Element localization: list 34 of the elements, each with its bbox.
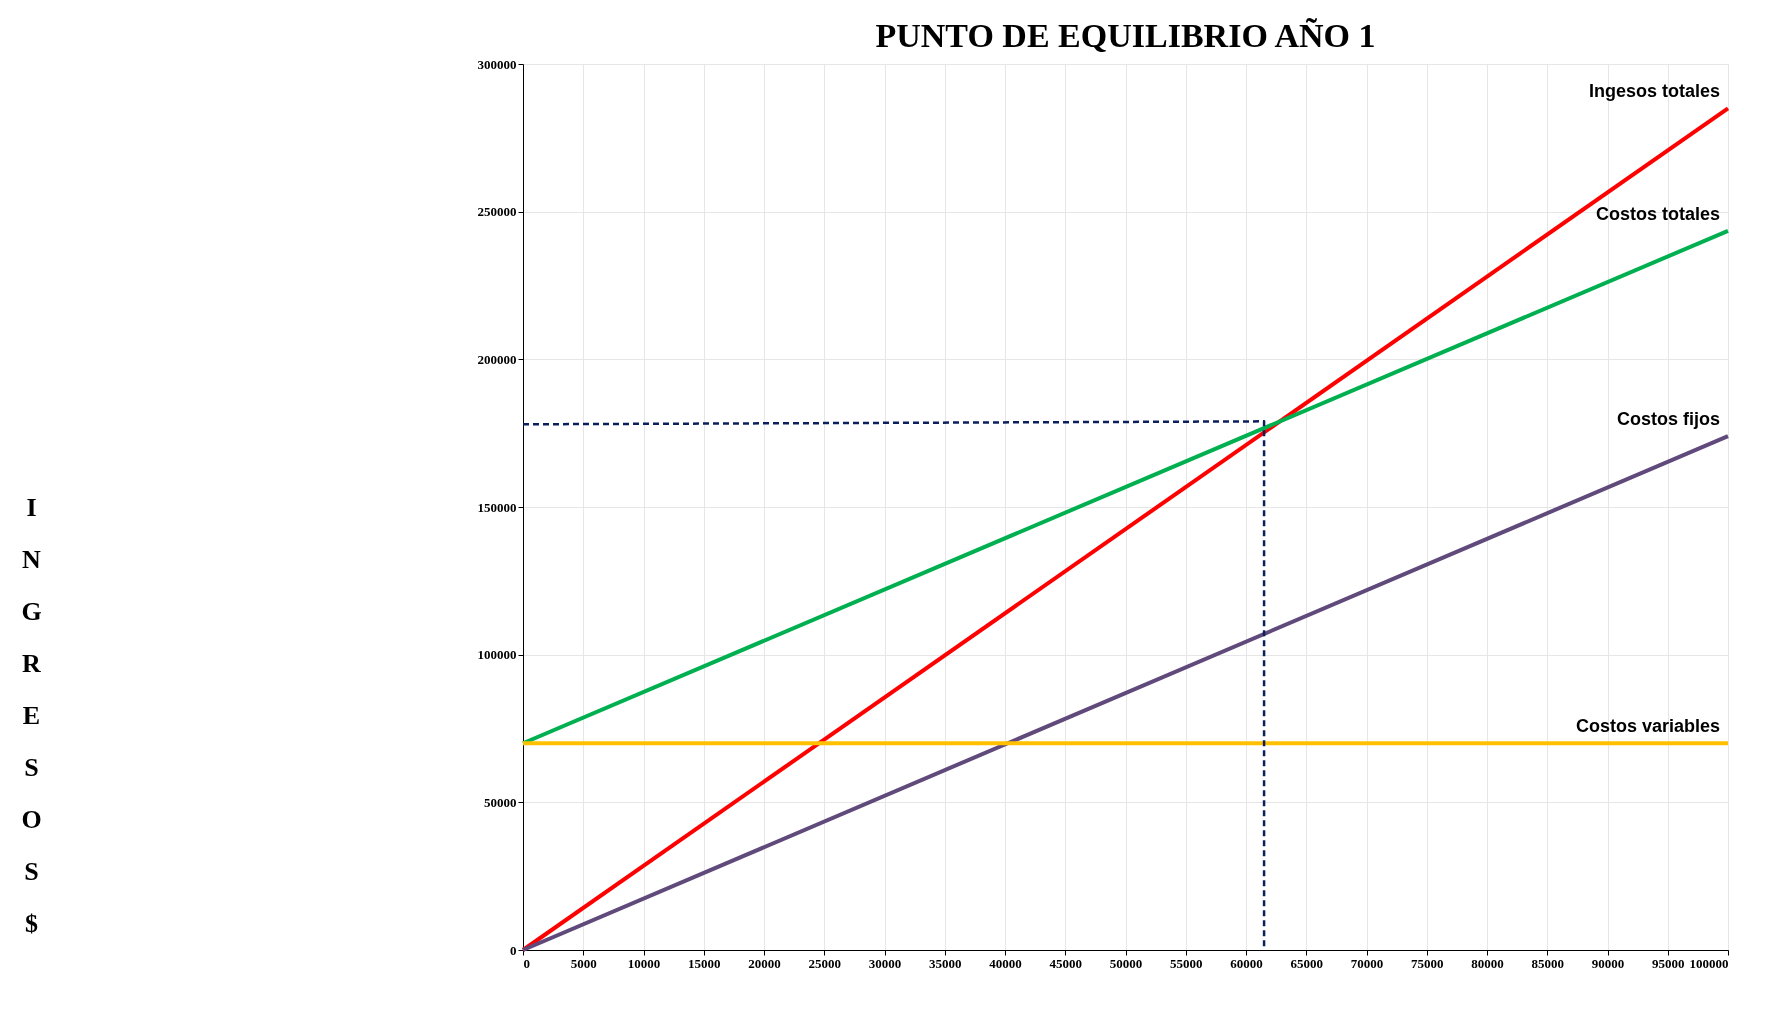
y-tick-label: 250000 <box>477 204 517 220</box>
x-tick-label: 65000 <box>1290 955 1323 971</box>
x-tick-label: 85000 <box>1531 955 1564 971</box>
y-tick-label: 0 <box>510 942 517 958</box>
series-label: Costos totales <box>1595 203 1720 224</box>
x-tick-label: 45000 <box>1049 955 1082 971</box>
x-tick-label: 75000 <box>1411 955 1444 971</box>
x-tick-label: 90000 <box>1591 955 1625 971</box>
y-tick-label: 200000 <box>477 351 517 367</box>
series-label: Ingesos totales <box>1588 81 1720 102</box>
x-tick-label: 25000 <box>808 955 841 971</box>
x-tick-label: 40000 <box>989 955 1022 971</box>
text: INGRESOS $ <box>21 492 42 938</box>
x-tick-label: 10000 <box>627 955 661 971</box>
x-tick-label: 15000 <box>688 955 721 971</box>
x-tick-label: 0 <box>523 955 530 971</box>
x-tick-label: 100000 <box>1689 955 1729 971</box>
y-tick-label: 100000 <box>477 647 517 663</box>
y-tick-label: 50000 <box>484 794 517 810</box>
chart-title: PUNTO DE EQUILIBRIO AÑO 1 <box>875 17 1376 54</box>
x-tick-label: 5000 <box>570 955 597 971</box>
series-label: Costos variables <box>1575 716 1720 737</box>
y-tick-label: 150000 <box>477 499 517 515</box>
series-label: Costos fijos <box>1616 409 1720 430</box>
x-tick-label: 50000 <box>1109 955 1143 971</box>
x-tick-label: 30000 <box>868 955 902 971</box>
x-tick-label: 70000 <box>1350 955 1384 971</box>
x-tick-label: 35000 <box>929 955 962 971</box>
y-tick-label: 300000 <box>477 56 517 72</box>
x-tick-label: 55000 <box>1170 955 1203 971</box>
x-tick-label: 80000 <box>1471 955 1504 971</box>
x-tick-label: 95000 <box>1652 955 1685 971</box>
x-tick-label: 20000 <box>748 955 781 971</box>
x-tick-label: 60000 <box>1230 955 1263 971</box>
